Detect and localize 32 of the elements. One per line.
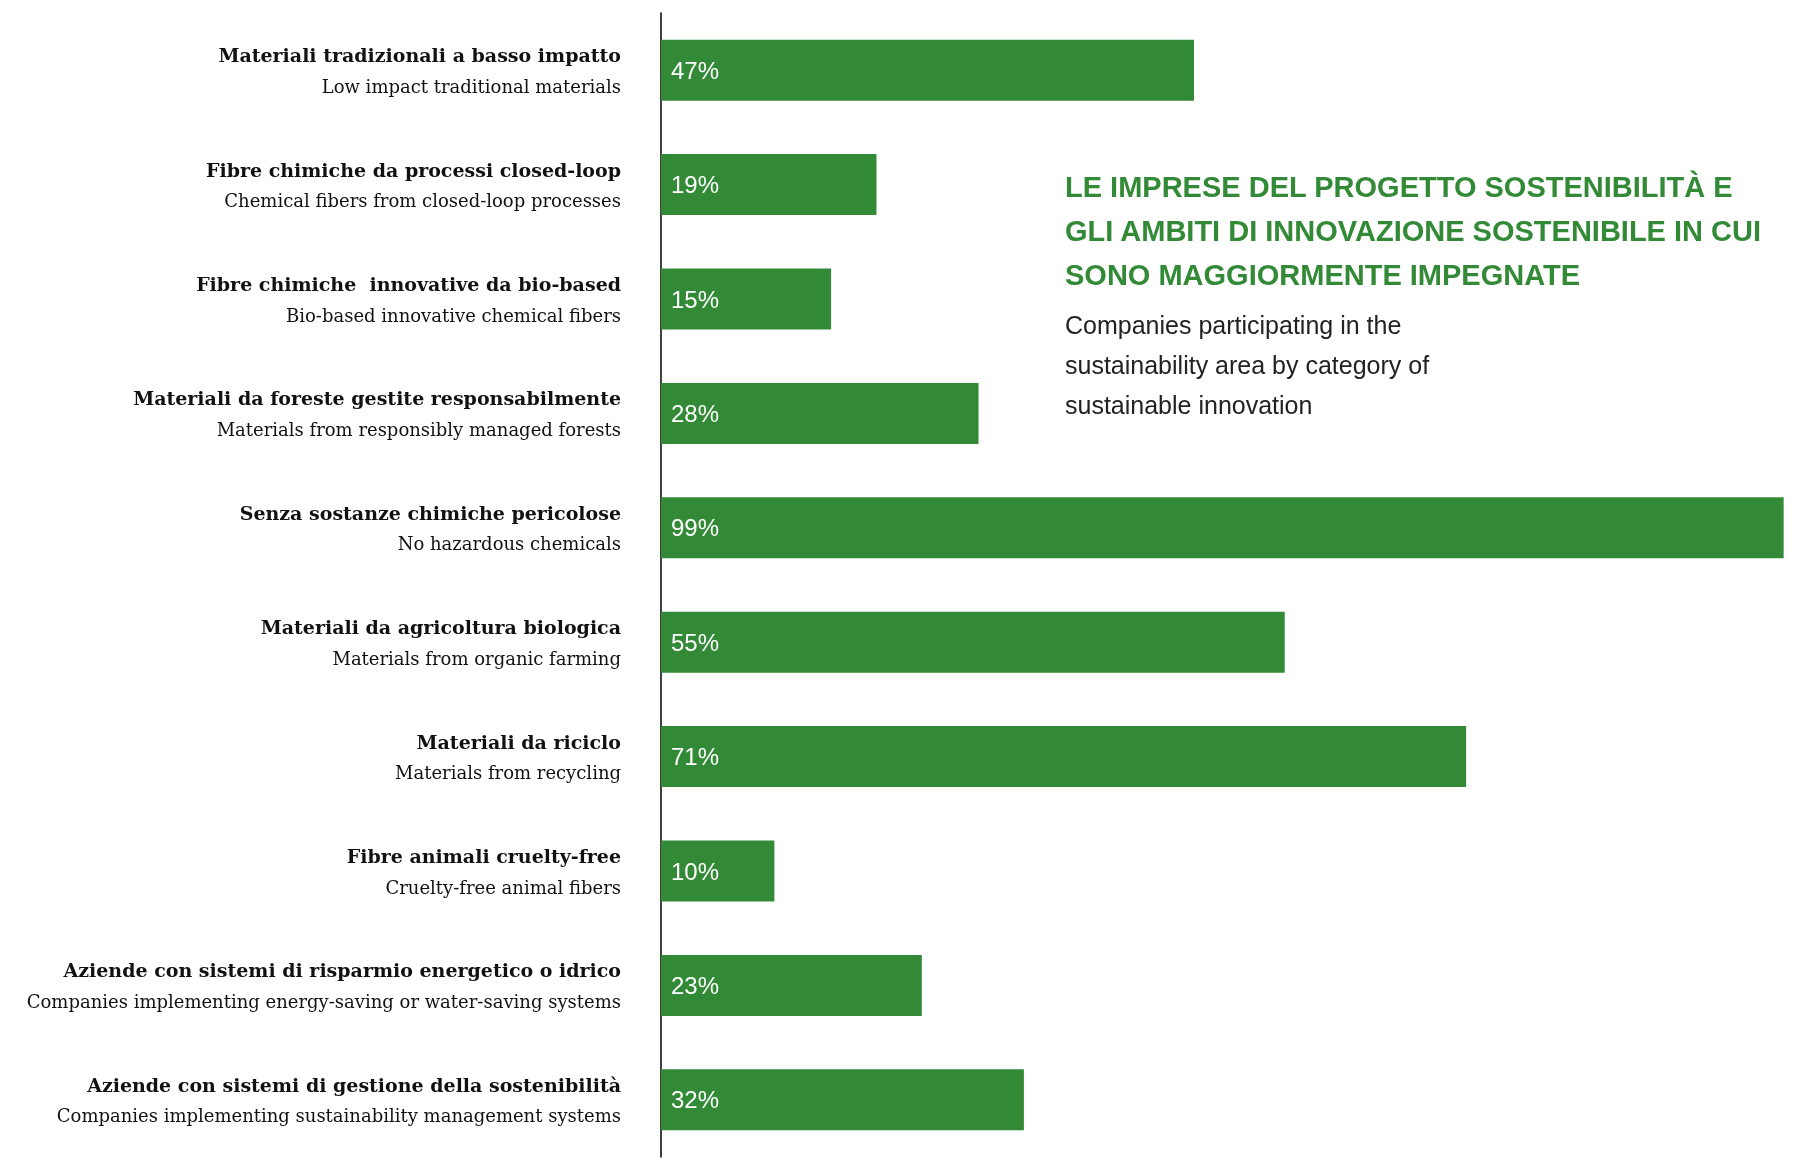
data-label: 47% — [671, 56, 720, 84]
y-tick-label: Fibre animali cruelty-free Cruelty-free animal fibers — [346, 845, 621, 898]
bar — [661, 268, 832, 330]
bar — [661, 611, 1285, 673]
y-tick-label: Materiali tradizionali a basso impatto Low impact traditional materials — [218, 44, 621, 97]
y-tick-label: Senza sostanze chimiche pericolose No hazardous chemicals — [239, 501, 621, 555]
data-label: 32% — [671, 1086, 720, 1114]
bar — [661, 840, 775, 902]
y-tick-label: Materiali da agricoltura biologica Materials from organic farming — [260, 616, 621, 669]
data-label: 71% — [671, 743, 720, 771]
data-label: 55% — [671, 628, 720, 656]
text: LE IMPRESE DEL PROGETTO SOSTENIBILITÀ E GLI AMBITI DI INNOVAZIONE SOSTENIBILE IN CUI SONO MAGGIORMENTE IMPEGNATE — [1065, 170, 1770, 291]
text: Companies participating in the sustainability area by category of sustainable innovation — [1065, 311, 1437, 419]
data-label: 28% — [671, 399, 720, 427]
y-tick-label: Fibre chimiche da processi closed-loop Chemical fibers from closed-loop processes — [205, 158, 621, 212]
data-label: 23% — [671, 971, 720, 999]
data-label: 10% — [671, 857, 720, 885]
bar — [661, 954, 922, 1016]
bar — [661, 497, 1784, 559]
y-tick-label: Aziende con sistemi di risparmio energetico o idrico Companies implementing energy-saving or water-saving systems — [26, 959, 621, 1012]
bar — [661, 1069, 1024, 1131]
y-tick-label: Materiali da riciclo Materials from recycling — [395, 730, 621, 784]
y-tick-label: Fibre chimiche innovative da bio-based Bio-based innovative chemical fibers — [196, 273, 621, 326]
bar — [661, 154, 877, 216]
data-label: 19% — [671, 171, 720, 199]
bar — [661, 382, 979, 444]
bar — [661, 726, 1467, 788]
y-tick-label: Aziende con sistemi di gestione della sostenibilità Companies implementing sustainability management systems — [56, 1073, 621, 1127]
bar — [661, 39, 1194, 101]
data-label: 99% — [671, 514, 720, 542]
y-tick-label: Materiali da foreste gestite responsabilmente Materials from responsibly managed forests — [133, 387, 621, 440]
data-label: 15% — [671, 285, 720, 313]
